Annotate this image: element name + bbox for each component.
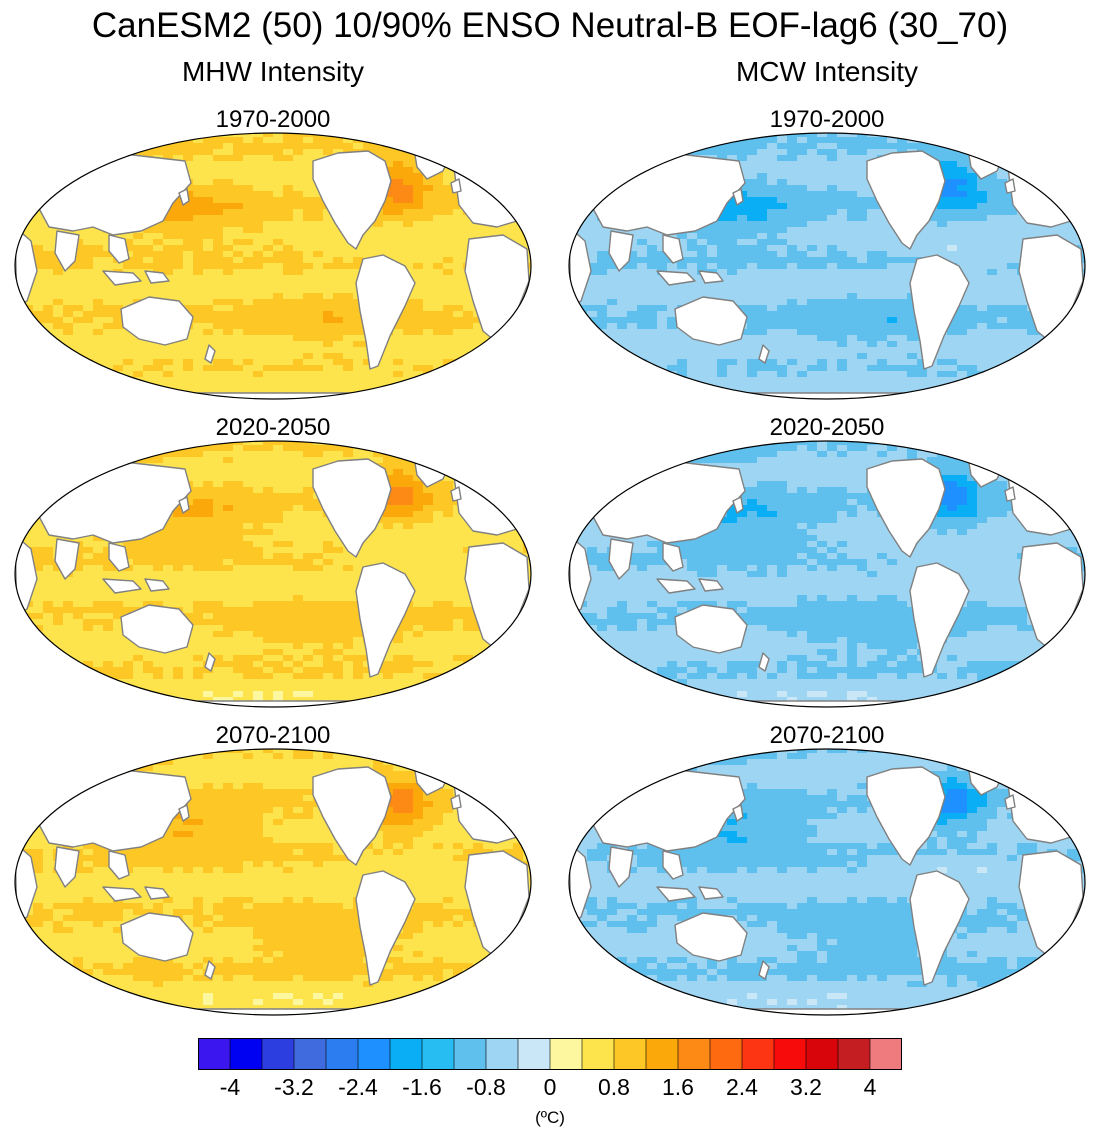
colorbar-tick-label: -3.2 (274, 1074, 314, 1100)
colorbar-tick-label: 4 (863, 1074, 877, 1100)
colorbar-swatch (870, 1038, 902, 1070)
colorbar-swatch (326, 1038, 359, 1070)
panel-title-mcw-1970-2000: 1970-2000 (769, 106, 885, 133)
colorbar (198, 1038, 902, 1070)
panel-title-mcw-2020-2050: 2020-2050 (769, 414, 885, 441)
map-mhw-2070-2100 (13, 747, 533, 1017)
panel-title-mcw-2070-2100: 2070-2100 (769, 722, 885, 749)
figure-title: CanESM2 (50) 10/90% ENSO Neutral-B EOF-l… (91, 6, 1009, 45)
colorbar-tick-label: 0 (543, 1074, 557, 1100)
panel-title-mhw-1970-2000: 1970-2000 (215, 106, 331, 133)
colorbar-tick-label: -4 (219, 1074, 241, 1100)
colorbar-tick-label: -0.8 (466, 1074, 506, 1100)
colorbar-swatch (582, 1038, 615, 1070)
colorbar-swatch (390, 1038, 423, 1070)
colorbar-swatch (646, 1038, 679, 1070)
colorbar-tick-label: 2.4 (726, 1074, 758, 1100)
colorbar-swatch (550, 1038, 583, 1070)
colorbar-tick-label: 3.2 (790, 1074, 822, 1100)
panel-title-mhw-2020-2050: 2020-2050 (215, 414, 331, 441)
colorbar-swatch (294, 1038, 327, 1070)
colorbar-swatch (454, 1038, 487, 1070)
colorbar-swatch (614, 1038, 647, 1070)
colorbar-swatch (422, 1038, 455, 1070)
colorbar-swatch (230, 1038, 263, 1070)
colorbar-tick-label: -2.4 (338, 1074, 378, 1100)
map-mhw-1970-2000 (13, 131, 533, 401)
map-mhw-2020-2050 (13, 439, 533, 709)
colorbar-tick-label: 0.8 (598, 1074, 630, 1100)
colorbar-swatch (838, 1038, 871, 1070)
colorbar-units: (ºC) (535, 1108, 565, 1127)
panel-title-mhw-2070-2100: 2070-2100 (215, 722, 331, 749)
colorbar-swatch (262, 1038, 295, 1070)
colorbar-swatch (518, 1038, 551, 1070)
colorbar-swatch (198, 1038, 231, 1070)
colorbar-swatch (678, 1038, 711, 1070)
column-title-mhw: MHW Intensity (181, 56, 365, 87)
colorbar-tick-label: 1.6 (662, 1074, 694, 1100)
map-mcw-2070-2100 (567, 747, 1087, 1017)
colorbar-tick-label: -1.6 (402, 1074, 442, 1100)
map-mcw-1970-2000 (567, 131, 1087, 401)
colorbar-swatch (742, 1038, 775, 1070)
colorbar-swatch (486, 1038, 519, 1070)
column-title-mcw: MCW Intensity (735, 56, 919, 87)
colorbar-swatch (358, 1038, 391, 1070)
map-mcw-2020-2050 (567, 439, 1087, 709)
colorbar-swatch (710, 1038, 743, 1070)
colorbar-swatch (806, 1038, 839, 1070)
colorbar-swatch (774, 1038, 807, 1070)
